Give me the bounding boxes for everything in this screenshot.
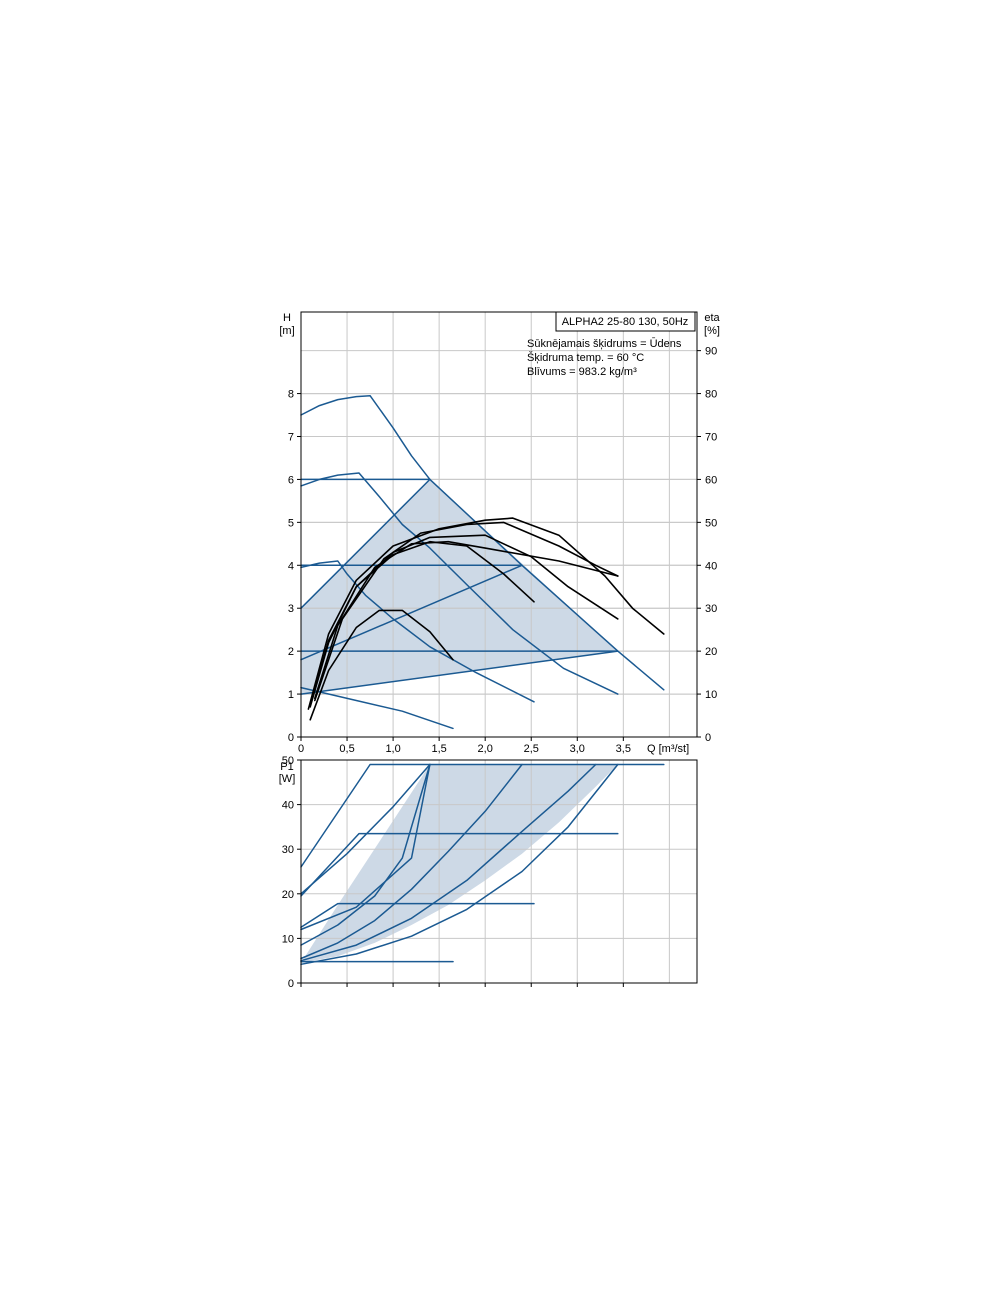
y-right-tick-label: 50: [705, 517, 717, 529]
x-tick-label: 3,0: [570, 743, 585, 755]
y-tick-label: 0: [288, 978, 294, 990]
y-tick-label: 20: [282, 889, 294, 901]
power-axis-unit-w: [W]: [279, 773, 296, 785]
x-axis-label: Q [m³/st]: [647, 743, 689, 755]
y-right-tick-label: 90: [705, 346, 717, 358]
pump-curve-2: [300, 902, 535, 929]
y-axis-unit-m: [m]: [279, 325, 294, 337]
power-axis-label-p1: P1: [280, 761, 293, 773]
y-right-tick-label: 30: [705, 603, 717, 615]
x-tick-label: 2,0: [478, 743, 493, 755]
pump-curve-8: [300, 763, 431, 931]
pump-curve-2: [300, 560, 535, 703]
efficiency-curve-10: [307, 517, 665, 710]
y-tick-label: 8: [288, 389, 294, 401]
y-right-axis-unit-percent: [%]: [704, 325, 720, 337]
efficiency-curve-12: [309, 540, 535, 706]
y-tick-label: 10: [282, 933, 294, 945]
y-right-tick-label: 20: [705, 646, 717, 658]
y-tick-label: 7: [288, 431, 294, 443]
pump-curve-7: [300, 650, 619, 695]
x-tick-label: 1,5: [431, 743, 446, 755]
info-line-temperature: Šķidruma temp. = 60 °C: [527, 351, 644, 364]
pump-curve-7: [300, 763, 619, 966]
head-plot-frame: [300, 311, 698, 738]
y-axis-label-h: H: [283, 312, 291, 324]
y-tick-label: 2: [288, 646, 294, 658]
y-right-tick-label: 70: [705, 431, 717, 443]
head-tick-labels: 0 0,5 1,0 1,5 2,0 2,5 3,0 3,5012345678010203040…: [288, 346, 717, 755]
power-plot-frame: [300, 759, 698, 984]
y-tick-label: 4: [288, 560, 294, 572]
pump-curve-0: [300, 763, 665, 868]
pump-curve-9: [300, 763, 431, 895]
x-tick-label: 3,5: [616, 743, 631, 755]
operating-area-head: [301, 479, 618, 695]
y-tick-label: 1: [288, 689, 294, 701]
y-tick-label: 30: [282, 844, 294, 856]
pump-curve-4: [300, 763, 431, 946]
pump-curve-8: [300, 564, 523, 661]
y-right-axis-label-eta: eta: [704, 312, 720, 324]
power-series-group: [300, 763, 665, 966]
pump-curve-1: [300, 472, 619, 695]
info-line-density: Blīvums = 983.2 kg/m³: [527, 366, 637, 378]
operating-area-power: [301, 764, 618, 963]
pump-curve-5: [300, 763, 523, 960]
efficiency-curve-13: [309, 609, 454, 721]
y-tick-label: 6: [288, 474, 294, 486]
y-right-tick-label: 10: [705, 689, 717, 701]
head-efficiency-chart: 0 0,5 1,0 1,5 2,0 2,5 3,0 3,5012345678010203040…: [279, 311, 721, 755]
x-tick-label: 2,5: [524, 743, 539, 755]
power-chart: 0 10 20 30 40 50 P1 [W]: [279, 755, 698, 990]
y-tick-label: 5: [288, 517, 294, 529]
head-series-group: [300, 394, 665, 730]
y-tick-label: 3: [288, 603, 294, 615]
chart-title: ALPHA2 25-80 130, 50Hz: [562, 316, 689, 328]
title-box: [555, 311, 696, 332]
power-tick-labels: 0 10 20 30 40 50: [282, 755, 294, 990]
y-tick-label: 40: [282, 800, 294, 812]
efficiency-curve-15: [313, 521, 619, 702]
y-right-tick-label: 60: [705, 474, 717, 486]
y-right-tick-label: 40: [705, 560, 717, 572]
info-line-liquid: Sūknējamais šķidrums = Ūdens: [527, 338, 682, 350]
pump-curve-1: [300, 832, 619, 897]
x-tick-label: 0: [298, 743, 304, 755]
y-right-tick-label: 0: [705, 732, 711, 744]
pump-curve-9: [300, 478, 431, 609]
pump-curve-6: [300, 763, 597, 962]
y-tick-label: 50: [282, 755, 294, 767]
y-right-tick-label: 80: [705, 389, 717, 401]
y-tick-label: 0: [288, 732, 294, 744]
x-tick-label: 1,0: [385, 743, 400, 755]
x-tick-label: 0,5: [339, 743, 354, 755]
pump-curve-0: [300, 394, 665, 691]
